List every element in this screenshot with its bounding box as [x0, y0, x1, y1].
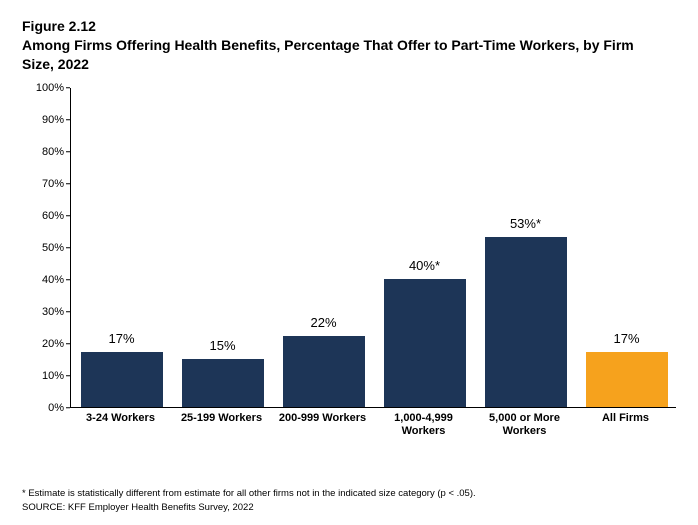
bar-value-label: 17%: [586, 331, 668, 346]
y-tick-label: 100%: [36, 82, 64, 94]
y-tick-label: 30%: [42, 306, 64, 318]
source-line: SOURCE: KFF Employer Health Benefits Sur…: [22, 502, 254, 513]
x-category-label: All Firms: [575, 412, 676, 425]
figure-title: Among Firms Offering Health Benefits, Pe…: [22, 36, 662, 74]
x-category-label: 5,000 or MoreWorkers: [474, 412, 575, 438]
plot-area: 17%15%22%40%*53%*17%: [70, 88, 676, 408]
y-tick-label: 50%: [42, 242, 64, 254]
bars-layer: 17%15%22%40%*53%*17%: [71, 88, 676, 407]
y-tick-label: 80%: [42, 146, 64, 158]
y-axis-labels: 0%10%20%30%40%50%60%70%80%90%100%: [22, 88, 66, 408]
y-tick-label: 0%: [48, 402, 64, 414]
x-axis-labels: 3-24 Workers25-199 Workers200-999 Worker…: [70, 412, 676, 448]
x-category-label: 3-24 Workers: [70, 412, 171, 425]
figure-container: Figure 2.12 Among Firms Offering Health …: [0, 0, 698, 525]
y-tick-label: 10%: [42, 370, 64, 382]
x-category-label: 200-999 Workers: [272, 412, 373, 425]
bar-slot: 15%: [182, 88, 264, 407]
bar: 40%*: [384, 279, 466, 407]
chart: 0%10%20%30%40%50%60%70%80%90%100% 17%15%…: [22, 88, 676, 448]
bar: 15%: [182, 359, 264, 407]
y-tick-label: 40%: [42, 274, 64, 286]
bar-value-label: 53%*: [485, 216, 567, 231]
bar-value-label: 22%: [283, 315, 365, 330]
y-tick-label: 60%: [42, 210, 64, 222]
bar-value-label: 17%: [81, 331, 163, 346]
bar: 17%: [81, 352, 163, 406]
bar-slot: 22%: [283, 88, 365, 407]
y-tick-label: 20%: [42, 338, 64, 350]
bar-slot: 40%*: [384, 88, 466, 407]
y-tick-label: 90%: [42, 114, 64, 126]
bar-slot: 53%*: [485, 88, 567, 407]
y-tick-label: 70%: [42, 178, 64, 190]
x-category-label: 25-199 Workers: [171, 412, 272, 425]
x-category-label: 1,000-4,999Workers: [373, 412, 474, 438]
bar-slot: 17%: [586, 88, 668, 407]
bar-highlight: 17%: [586, 352, 668, 406]
footnote: * Estimate is statistically different fr…: [22, 488, 476, 499]
bar-value-label: 40%*: [384, 258, 466, 273]
figure-number: Figure 2.12: [22, 18, 676, 34]
bar-slot: 17%: [81, 88, 163, 407]
bar-value-label: 15%: [182, 338, 264, 353]
bar: 22%: [283, 336, 365, 406]
bar: 53%*: [485, 237, 567, 407]
